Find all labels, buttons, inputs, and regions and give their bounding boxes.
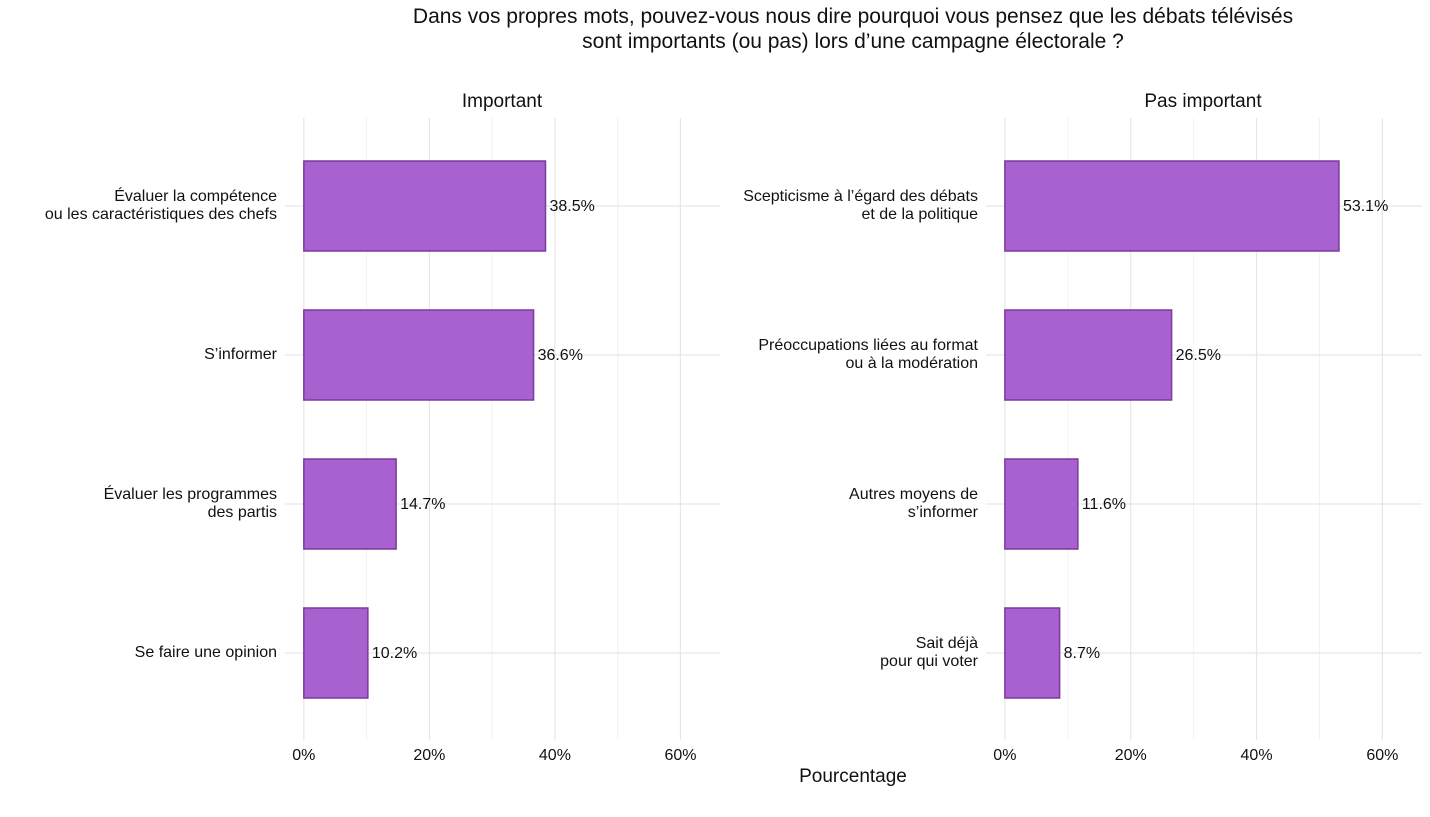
x-tick-label: 60% [664, 747, 696, 764]
x-tick-label: 0% [993, 747, 1016, 764]
panel-title: Important [462, 91, 543, 112]
value-label: 36.6% [538, 347, 583, 364]
value-label: 53.1% [1343, 198, 1388, 215]
bar [303, 607, 369, 699]
panel-title: Pas important [1144, 91, 1262, 112]
x-tick-label: 20% [1115, 747, 1147, 764]
x-tick-label: 40% [1241, 747, 1273, 764]
x-tick-label: 0% [292, 747, 315, 764]
bar [1004, 458, 1079, 550]
y-tick-label: Sait déjà pour qui voter [880, 635, 979, 670]
value-label: 8.7% [1064, 645, 1100, 662]
y-tick-label: Évaluer la compétence ou les caractéristi… [45, 186, 277, 223]
bar [303, 160, 547, 252]
y-tick-label: Préoccupations liées au format ou à la mo… [758, 337, 978, 372]
bar [1004, 160, 1340, 252]
x-axis-label: Pourcentage [799, 766, 907, 787]
bar [1004, 607, 1061, 699]
x-tick-label: 40% [539, 747, 571, 764]
value-label: 38.5% [549, 198, 594, 215]
value-label: 26.5% [1176, 347, 1221, 364]
y-tick-label: S’informer [204, 346, 278, 363]
bar [303, 458, 397, 550]
bar [303, 309, 535, 401]
value-label: 14.7% [400, 496, 445, 513]
x-tick-label: 60% [1366, 747, 1398, 764]
y-tick-label: Scepticisme à l’égard des débats et de la… [743, 188, 978, 223]
y-tick-label: Se faire une opinion [135, 644, 277, 661]
x-tick-label: 20% [413, 747, 445, 764]
chart-title: Dans vos propres mots, pouvez-vous nous … [413, 5, 1293, 53]
value-label: 10.2% [372, 645, 417, 662]
y-tick-label: Évaluer les programmes des partis [104, 484, 277, 521]
value-label: 11.6% [1082, 496, 1126, 513]
bar [1004, 309, 1173, 401]
y-tick-label: Autres moyens de s’informer [849, 486, 979, 521]
